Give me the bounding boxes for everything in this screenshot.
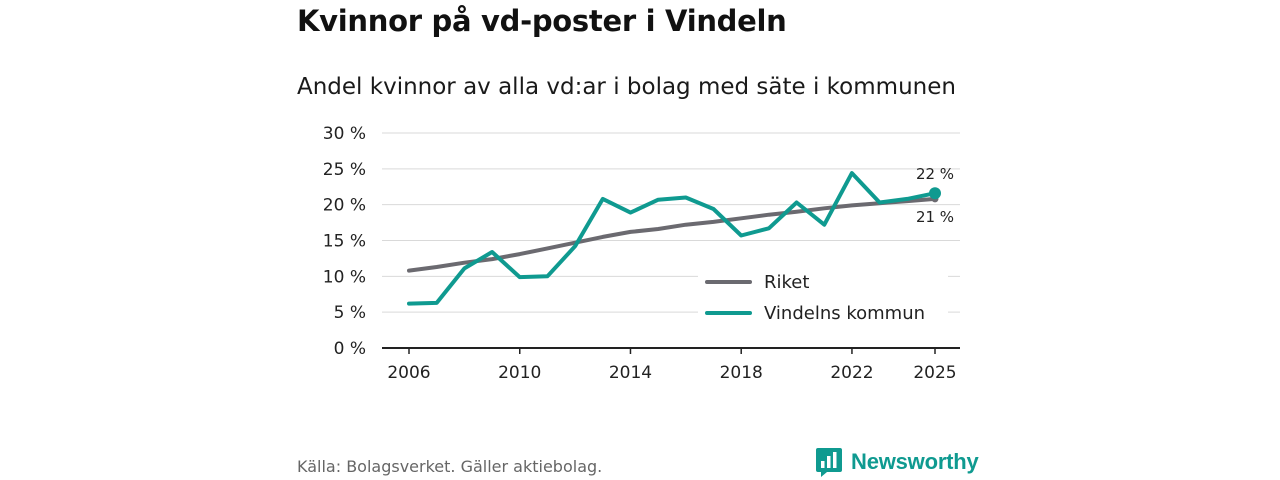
chart-subtitle: Andel kvinnor av alla vd:ar i bolag med … (297, 74, 956, 100)
legend: Riket Vindelns kommun (698, 266, 948, 328)
y-tick-label: 10 % (323, 267, 366, 287)
legend-label: Riket (764, 272, 809, 293)
series-line-riket (407, 196, 937, 273)
brand-name: Newsworthy (851, 449, 979, 474)
brand-logo: Newsworthy (815, 446, 979, 478)
end-labels: 22 % 21 % (916, 165, 954, 226)
series-lines (407, 171, 941, 306)
series-line-vindelns-kommun (407, 171, 937, 306)
x-tick-label: 2018 (720, 363, 763, 383)
newsworthy-icon (816, 448, 842, 477)
legend-background (698, 266, 948, 328)
x-tick-label: 2010 (498, 363, 541, 383)
x-tick-label: 2022 (830, 363, 873, 383)
source-note: Källa: Bolagsverket. Gäller aktiebolag. (297, 457, 603, 476)
y-tick-label: 5 % (334, 303, 366, 323)
y-tick-label: 25 % (323, 160, 366, 180)
y-tick-label: 20 % (323, 196, 366, 216)
y-tick-label: 30 % (323, 124, 366, 144)
chart-title: Kvinnor på vd-poster i Vindeln (297, 4, 787, 38)
y-axis-ticks: 0 % 5 % 10 % 15 % 20 % 25 % 30 % (323, 124, 366, 359)
y-tick-label: 0 % (334, 339, 366, 359)
end-label-riket: 21 % (916, 208, 954, 226)
x-tick-label: 2006 (387, 363, 430, 383)
end-label-vindeln: 22 % (916, 165, 954, 183)
x-axis-ticks: 2006 2010 2014 2018 2022 2025 (382, 347, 960, 383)
y-tick-label: 15 % (323, 232, 366, 252)
series-endpoint (929, 187, 941, 200)
x-tick-label: 2014 (609, 363, 652, 383)
x-tick-label: 2025 (913, 363, 956, 383)
legend-label: Vindelns kommun (764, 303, 925, 324)
